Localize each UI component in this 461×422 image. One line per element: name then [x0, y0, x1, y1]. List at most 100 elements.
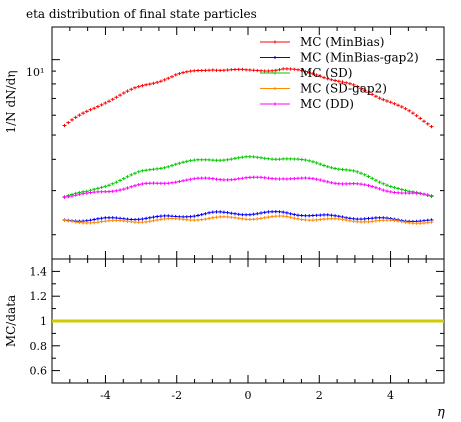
data-point	[336, 167, 341, 171]
data-point	[247, 217, 252, 221]
data-point	[325, 165, 330, 169]
data-point	[262, 69, 267, 73]
data-point	[210, 158, 215, 162]
data-point	[429, 194, 434, 198]
data-point	[233, 216, 237, 220]
data-point	[155, 181, 160, 185]
data-point	[299, 213, 304, 218]
data-point	[347, 168, 352, 172]
data-point	[347, 219, 352, 223]
data-point	[84, 191, 89, 195]
data-point	[314, 161, 319, 165]
data-point	[270, 215, 275, 219]
data-point	[396, 191, 401, 195]
data-point	[173, 162, 178, 166]
data-point	[333, 181, 338, 185]
data-point	[162, 217, 167, 221]
legend: MC (MinBias) MC (MinBias-gap2)MC (SD) MC (…	[260, 35, 419, 111]
ratio-y-tick-label: 1.4	[30, 265, 48, 278]
data-point	[322, 213, 326, 217]
data-point	[203, 158, 208, 162]
data-point	[336, 79, 341, 83]
data-point	[170, 181, 174, 185]
data-point	[407, 191, 412, 195]
data-point	[351, 182, 356, 186]
ratio-y-axis-label: MC/data	[4, 295, 18, 347]
data-point	[73, 193, 78, 197]
data-point	[355, 220, 360, 224]
data-point	[333, 217, 338, 221]
data-point	[199, 218, 204, 222]
data-point	[247, 175, 252, 179]
data-point	[366, 220, 371, 224]
data-point	[133, 86, 137, 90]
data-point	[184, 178, 189, 182]
data-point	[221, 68, 226, 72]
data-point	[81, 221, 86, 225]
data-point	[214, 210, 219, 214]
data-point	[347, 82, 352, 86]
data-point	[284, 67, 289, 71]
data-point	[273, 157, 278, 161]
data-point	[114, 218, 119, 222]
data-point	[207, 216, 212, 220]
data-point	[136, 85, 141, 89]
data-point	[192, 177, 197, 181]
data-point	[255, 175, 260, 179]
data-point	[414, 114, 419, 118]
data-point	[158, 166, 163, 170]
data-point	[170, 216, 174, 221]
data-point	[225, 211, 230, 215]
data-point	[147, 168, 152, 172]
data-point	[95, 190, 100, 194]
data-point	[296, 176, 300, 180]
data-point	[118, 178, 123, 182]
data-point	[325, 180, 330, 184]
series-mc-sd	[62, 155, 434, 199]
data-point	[88, 190, 93, 195]
data-point	[392, 102, 397, 106]
data-point	[147, 219, 152, 223]
data-point	[140, 220, 145, 224]
data-point	[355, 84, 360, 89]
data-point	[110, 216, 115, 220]
data-point	[325, 217, 330, 221]
data-point	[151, 81, 156, 85]
data-point	[329, 181, 334, 185]
data-point	[314, 218, 319, 222]
data-point	[325, 213, 330, 217]
data-point	[114, 95, 119, 99]
data-point	[399, 191, 404, 195]
data-point	[229, 211, 234, 215]
data-point	[333, 166, 338, 171]
data-point	[347, 182, 352, 186]
x-axis-label: η	[437, 405, 445, 420]
data-point	[329, 166, 334, 170]
data-point	[388, 190, 393, 194]
data-point	[251, 175, 256, 179]
data-point	[340, 182, 345, 186]
data-point	[259, 156, 263, 160]
data-point	[377, 180, 382, 184]
data-point	[373, 94, 378, 98]
data-point	[429, 220, 434, 224]
data-point	[310, 177, 315, 181]
data-point	[370, 92, 375, 96]
data-point	[288, 215, 293, 219]
data-point	[310, 218, 315, 222]
data-point	[425, 122, 430, 126]
data-point	[310, 213, 315, 218]
data-point	[158, 79, 163, 83]
data-point	[425, 193, 430, 197]
data-point	[296, 217, 300, 221]
data-point	[351, 219, 356, 223]
data-point	[140, 217, 145, 221]
data-point	[136, 170, 141, 174]
legend-label: MC (MinBias-gap2)	[300, 51, 419, 65]
data-point	[158, 217, 163, 221]
data-point	[381, 188, 386, 192]
data-point	[236, 177, 241, 181]
data-point	[99, 103, 104, 107]
data-point	[151, 167, 156, 171]
